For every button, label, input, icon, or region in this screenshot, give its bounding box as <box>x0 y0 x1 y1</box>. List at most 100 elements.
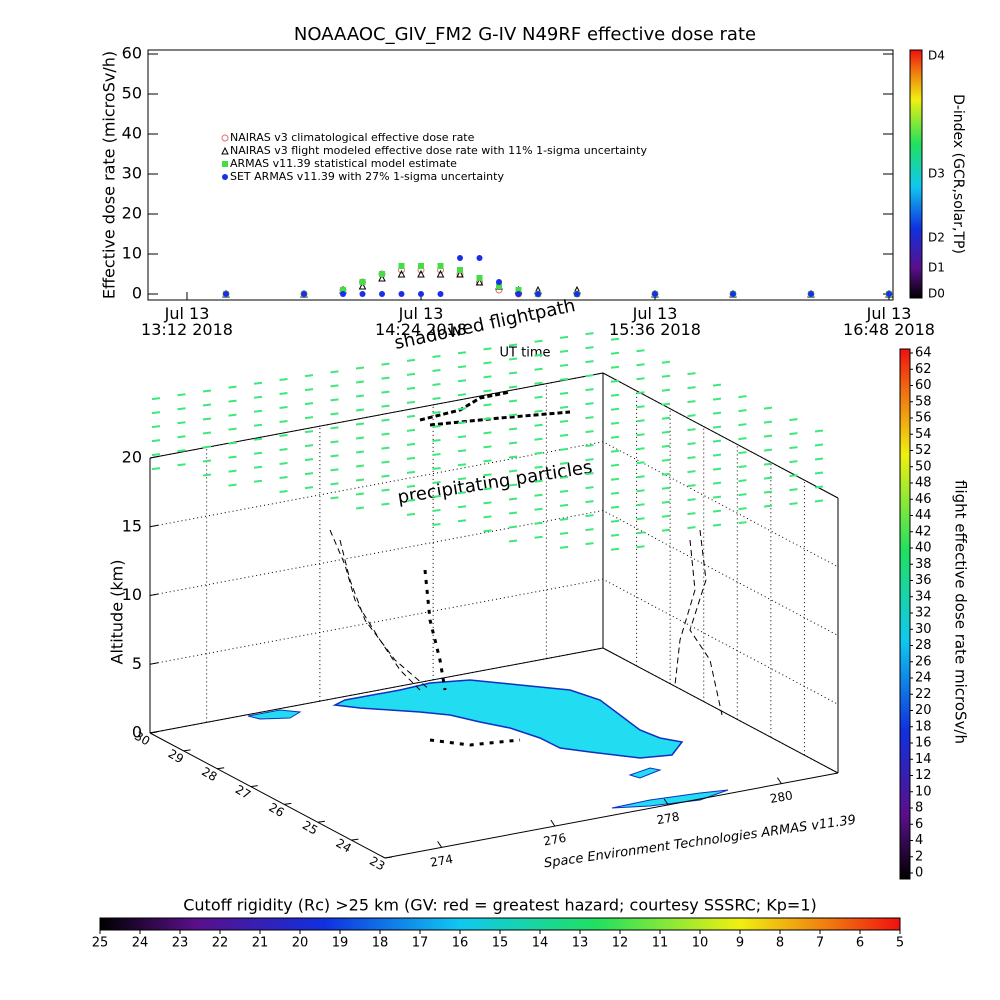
data-point <box>475 277 484 286</box>
data-point <box>340 287 346 293</box>
x-tick-label: 274 <box>429 852 454 870</box>
particle-dash <box>738 493 747 497</box>
particle-dash <box>304 388 314 392</box>
particle-dash <box>457 477 467 481</box>
particle-dash <box>483 501 492 505</box>
y-tick-label: 27 <box>233 782 253 802</box>
data-point <box>379 271 385 277</box>
particle-dash <box>228 427 237 431</box>
particle-dash <box>610 379 620 383</box>
particle-dash <box>738 409 747 413</box>
particle-dash <box>355 450 365 454</box>
particle-dash <box>738 395 747 399</box>
colorbar-label: 10 <box>692 936 709 951</box>
colorbar-label: 23 <box>172 936 189 951</box>
particle-dash <box>508 539 518 543</box>
particle-dash <box>763 448 773 452</box>
particle-dash <box>432 495 441 499</box>
x-tick-label: 280 <box>769 788 794 806</box>
particle-dash <box>559 517 569 521</box>
particle-dash <box>177 421 186 425</box>
colorbar-label: D3 <box>928 167 945 181</box>
particle-dash <box>483 445 492 449</box>
particle-dash <box>457 393 467 397</box>
particle-dash <box>381 488 390 492</box>
data-point <box>808 291 814 297</box>
particle-dash <box>508 385 518 389</box>
particle-dash <box>610 491 620 495</box>
colorbar-label: 6 <box>856 936 864 951</box>
flightpath-shadow <box>689 529 723 716</box>
colorbar-label: 14 <box>532 936 549 951</box>
particle-dash <box>381 418 390 422</box>
particle-dash <box>457 365 467 369</box>
particle-dash <box>661 402 671 406</box>
particle-dash <box>355 478 365 482</box>
x-tick <box>437 841 443 848</box>
particle-dash <box>330 370 339 374</box>
x-tick <box>776 777 782 784</box>
particle-dash <box>534 395 543 399</box>
data-point <box>398 291 405 297</box>
colorbar-label: 60 <box>915 378 932 393</box>
particle-dash <box>789 460 798 464</box>
data-point <box>359 279 366 285</box>
particle-dash <box>559 433 569 437</box>
colorbar-label: 36 <box>915 573 932 588</box>
box-edge <box>602 647 839 774</box>
particle-dash <box>279 377 288 381</box>
particle-dash <box>457 519 467 523</box>
particle-dash <box>202 445 212 449</box>
colorbar-label: 7 <box>816 936 824 951</box>
particle-dash <box>712 481 722 485</box>
particle-dash <box>279 447 288 451</box>
particle-dash <box>610 393 620 397</box>
data-point <box>476 255 483 261</box>
particle-dash <box>228 455 237 459</box>
particle-dash <box>432 481 441 485</box>
colorbar-label: 64 <box>915 346 932 361</box>
particle-dash <box>228 385 237 389</box>
particle-dash <box>483 375 492 379</box>
particle-dash <box>712 397 722 401</box>
data-point <box>574 291 580 297</box>
particle-dash <box>381 460 390 464</box>
particle-dash <box>534 507 543 511</box>
particle-dash <box>508 483 518 487</box>
particle-dash <box>483 347 492 351</box>
data-point <box>652 291 658 297</box>
particle-dash <box>253 423 263 427</box>
colorbar-label: 18 <box>372 936 389 951</box>
flightpath-shadow <box>674 539 696 686</box>
particle-dash <box>814 499 824 503</box>
particle-dash <box>534 423 543 427</box>
particle-dash <box>738 479 747 483</box>
particle-dash <box>177 449 186 453</box>
particle-dash <box>610 365 620 369</box>
particle-dash <box>610 351 620 355</box>
colorbar-title: D-index (GCR,solar,TP) <box>950 94 966 254</box>
landmass <box>247 709 302 720</box>
colorbar-label: 30 <box>915 622 932 637</box>
particle-dash <box>738 423 747 427</box>
legend-marker <box>221 134 229 142</box>
data-point <box>223 291 229 297</box>
particle-dash <box>712 467 722 471</box>
particle-dash <box>432 411 441 415</box>
particle-dash <box>559 377 569 381</box>
dose-colorbar <box>899 348 911 880</box>
particle-dash <box>406 400 416 404</box>
particle-dash <box>559 405 569 409</box>
particle-dash <box>508 413 518 417</box>
particle-dash <box>177 463 186 467</box>
particle-dash <box>330 482 339 486</box>
data-point <box>340 291 346 297</box>
legend-label: SET ARMAS v11.39 with 27% 1-sigma uncert… <box>230 170 504 183</box>
particle-dash <box>661 430 671 434</box>
particle-dash <box>814 457 824 461</box>
particle-dash <box>559 363 569 367</box>
particle-dash <box>457 449 467 453</box>
colorbar-label: 6 <box>915 817 923 832</box>
particle-dash <box>279 433 288 437</box>
